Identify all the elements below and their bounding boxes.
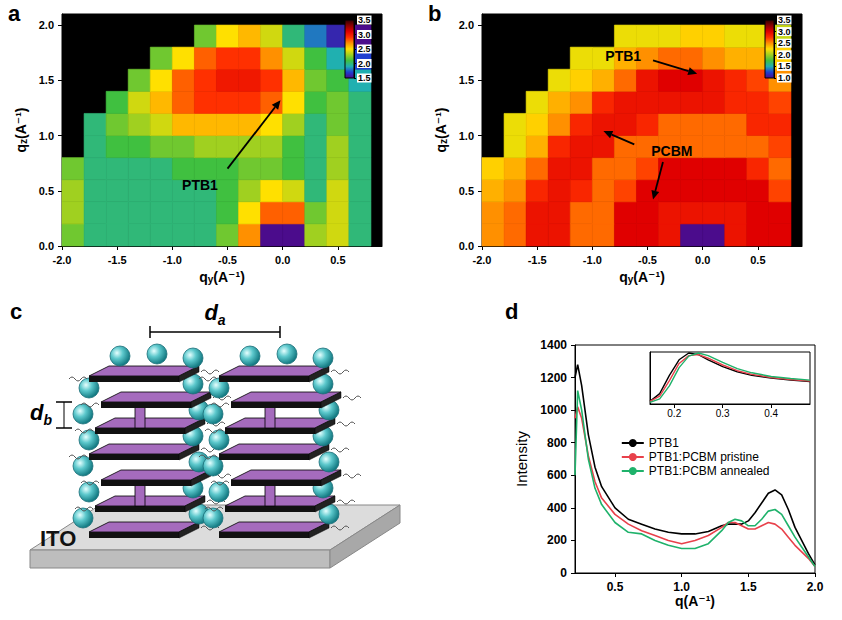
svg-text:2.0: 2.0 (807, 580, 824, 594)
svg-text:2.0: 2.0 (459, 19, 474, 31)
svg-text:0.5: 0.5 (459, 185, 474, 197)
svg-text:PTB1: PTB1 (182, 177, 218, 193)
svg-text:-1.0: -1.0 (163, 254, 182, 266)
svg-text:800: 800 (547, 436, 567, 450)
svg-text:-0.5: -0.5 (638, 254, 657, 266)
svg-text:z: z (17, 139, 29, 144)
svg-text:z: z (437, 139, 449, 144)
svg-text:0.5: 0.5 (750, 254, 765, 266)
svg-text:1.5: 1.5 (459, 74, 474, 86)
svg-text:-2.0: -2.0 (53, 254, 72, 266)
svg-text:(A⁻¹): (A⁻¹) (433, 107, 449, 139)
svg-text:PTB1:PCBM pristine: PTB1:PCBM pristine (649, 450, 759, 464)
svg-text:(A⁻¹): (A⁻¹) (633, 269, 665, 285)
svg-text:c: c (10, 299, 22, 324)
svg-text:-1.5: -1.5 (528, 254, 547, 266)
svg-text:q: q (13, 144, 29, 153)
svg-text:0: 0 (560, 566, 567, 580)
svg-text:PTB1: PTB1 (649, 436, 679, 450)
svg-text:-2.0: -2.0 (473, 254, 492, 266)
svg-text:1.5: 1.5 (39, 74, 54, 86)
svg-text:1.5: 1.5 (778, 61, 791, 71)
svg-text:(A⁻¹): (A⁻¹) (213, 269, 245, 285)
svg-text:PTB1:PCBM annealed: PTB1:PCBM annealed (649, 464, 770, 478)
svg-text:1.0: 1.0 (459, 130, 474, 142)
svg-text:0.0: 0.0 (459, 240, 474, 252)
svg-text:ITO: ITO (40, 526, 76, 551)
svg-text:0.0: 0.0 (275, 254, 290, 266)
svg-text:0.5: 0.5 (607, 580, 624, 594)
svg-text:PTB1: PTB1 (605, 48, 641, 64)
svg-text:-1.0: -1.0 (583, 254, 602, 266)
svg-text:1400: 1400 (540, 338, 567, 352)
svg-text:-0.5: -0.5 (218, 254, 237, 266)
svg-text:3.5: 3.5 (358, 15, 371, 25)
svg-text:-1.5: -1.5 (108, 254, 127, 266)
svg-text:b: b (428, 1, 441, 26)
svg-text:1.0: 1.0 (39, 130, 54, 142)
svg-text:2.5: 2.5 (778, 38, 791, 48)
svg-text:y: y (627, 273, 634, 285)
svg-text:0.5: 0.5 (330, 254, 345, 266)
svg-text:0.5: 0.5 (39, 185, 54, 197)
svg-text:200: 200 (547, 533, 567, 547)
svg-text:1.0: 1.0 (778, 73, 791, 83)
svg-text:1200: 1200 (540, 371, 567, 385)
svg-text:1.0: 1.0 (673, 580, 690, 594)
svg-text:q: q (199, 269, 208, 285)
svg-text:2.0: 2.0 (358, 59, 371, 69)
svg-text:PCBM: PCBM (651, 143, 692, 159)
svg-text:0.0: 0.0 (695, 254, 710, 266)
svg-text:2.0: 2.0 (39, 19, 54, 31)
svg-text:1000: 1000 (540, 403, 567, 417)
svg-text:1.5: 1.5 (740, 580, 757, 594)
svg-text:2.0: 2.0 (778, 50, 791, 60)
svg-text:q: q (619, 269, 628, 285)
svg-text:d: d (505, 299, 518, 324)
svg-text:600: 600 (547, 468, 567, 482)
svg-text:Intensity: Intensity (513, 431, 530, 487)
svg-text:0.4: 0.4 (764, 408, 778, 419)
svg-text:3.5: 3.5 (778, 15, 791, 25)
svg-text:q: q (433, 144, 449, 153)
svg-text:400: 400 (547, 501, 567, 515)
svg-text:y: y (207, 273, 214, 285)
svg-text:q(A⁻¹): q(A⁻¹) (675, 593, 715, 609)
svg-text:0.0: 0.0 (39, 240, 54, 252)
svg-text:0.3: 0.3 (716, 408, 730, 419)
svg-text:2.5: 2.5 (358, 44, 371, 54)
svg-text:db: db (30, 400, 52, 428)
svg-text:(A⁻¹): (A⁻¹) (13, 107, 29, 139)
svg-text:3.0: 3.0 (358, 30, 371, 40)
svg-text:da: da (204, 300, 225, 328)
svg-text:0.2: 0.2 (667, 408, 681, 419)
svg-text:1.5: 1.5 (358, 73, 371, 83)
svg-text:3.0: 3.0 (778, 27, 791, 37)
svg-text:a: a (8, 1, 21, 26)
